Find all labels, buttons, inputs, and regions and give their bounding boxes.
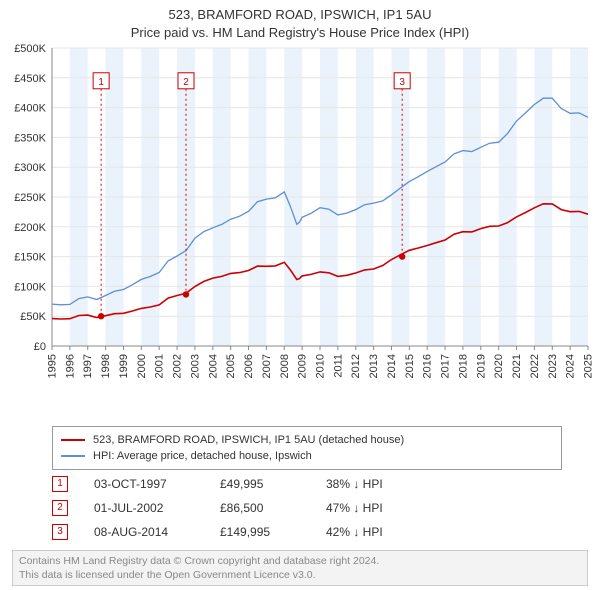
svg-text:2006: 2006 bbox=[243, 354, 255, 378]
marker-date: 03-OCT-1997 bbox=[94, 477, 194, 491]
svg-text:2020: 2020 bbox=[493, 354, 505, 378]
svg-text:2013: 2013 bbox=[368, 354, 380, 378]
svg-text:2001: 2001 bbox=[154, 354, 166, 378]
title-line-2: Price paid vs. HM Land Registry's House … bbox=[0, 24, 600, 42]
svg-text:2000: 2000 bbox=[136, 354, 148, 378]
marker-row: 3 08-AUG-2014 £149,995 42% ↓ HPI bbox=[52, 520, 562, 544]
chart-svg: £0 £50K £100K £150K £200K £250K £300K £350K £400… bbox=[0, 44, 600, 422]
marker-table: 1 03-OCT-1997 £49,995 38% ↓ HPI 2 01-JUL-2002… bbox=[52, 472, 562, 544]
svg-text:2007: 2007 bbox=[261, 354, 273, 378]
footer-line-2: This data is licensed under the Open Gov… bbox=[19, 568, 581, 582]
svg-text:£450K: £450K bbox=[14, 73, 46, 85]
chart-container: 523, BRAMFORD ROAD, IPSWICH, IP1 5AU Pri… bbox=[0, 0, 600, 590]
chart: £0 £50K £100K £150K £200K £250K £300K £350K £400… bbox=[0, 44, 600, 422]
legend-swatch bbox=[61, 455, 85, 457]
legend-label: HPI: Average price, detached house, Ipsw… bbox=[93, 448, 312, 464]
marker-date: 01-JUL-2002 bbox=[94, 501, 194, 515]
svg-text:£350K: £350K bbox=[14, 132, 46, 144]
title-line-1: 523, BRAMFORD ROAD, IPSWICH, IP1 5AU bbox=[0, 6, 600, 24]
title-block: 523, BRAMFORD ROAD, IPSWICH, IP1 5AU Pri… bbox=[0, 0, 600, 42]
svg-text:1998: 1998 bbox=[100, 354, 112, 378]
svg-text:2024: 2024 bbox=[565, 354, 577, 378]
svg-text:2005: 2005 bbox=[225, 354, 237, 378]
svg-text:2010: 2010 bbox=[315, 354, 327, 378]
marker-row: 1 03-OCT-1997 £49,995 38% ↓ HPI bbox=[52, 472, 562, 496]
marker-price: £86,500 bbox=[220, 501, 300, 515]
svg-text:£400K: £400K bbox=[14, 103, 46, 115]
svg-text:2023: 2023 bbox=[547, 354, 559, 378]
marker-number-box: 2 bbox=[52, 500, 68, 516]
svg-text:£500K: £500K bbox=[14, 44, 46, 55]
svg-text:1: 1 bbox=[98, 77, 104, 88]
svg-text:2017: 2017 bbox=[440, 354, 452, 378]
marker-row: 2 01-JUL-2002 £86,500 47% ↓ HPI bbox=[52, 496, 562, 520]
svg-text:2014: 2014 bbox=[386, 354, 398, 378]
svg-text:2012: 2012 bbox=[350, 354, 362, 378]
legend: 523, BRAMFORD ROAD, IPSWICH, IP1 5AU (de… bbox=[52, 426, 562, 470]
legend-item: HPI: Average price, detached house, Ipsw… bbox=[61, 448, 553, 464]
marker-price: £49,995 bbox=[220, 477, 300, 491]
marker-price: £149,995 bbox=[220, 525, 300, 539]
svg-text:£100K: £100K bbox=[14, 281, 46, 293]
svg-text:1995: 1995 bbox=[47, 354, 59, 378]
svg-text:2015: 2015 bbox=[404, 354, 416, 378]
svg-text:2019: 2019 bbox=[475, 354, 487, 378]
marker-diff: 47% ↓ HPI bbox=[326, 501, 446, 515]
svg-text:£50K: £50K bbox=[20, 311, 46, 323]
svg-text:2018: 2018 bbox=[457, 354, 469, 378]
footer: Contains HM Land Registry data © Crown c… bbox=[12, 550, 588, 586]
legend-label: 523, BRAMFORD ROAD, IPSWICH, IP1 5AU (de… bbox=[93, 432, 404, 448]
marker-date: 08-AUG-2014 bbox=[94, 525, 194, 539]
svg-text:1996: 1996 bbox=[64, 354, 76, 378]
svg-text:2003: 2003 bbox=[189, 354, 201, 378]
marker-diff: 42% ↓ HPI bbox=[326, 525, 446, 539]
svg-text:£250K: £250K bbox=[14, 192, 46, 204]
marker-number-box: 3 bbox=[52, 524, 68, 540]
svg-text:3: 3 bbox=[399, 77, 405, 88]
svg-text:1997: 1997 bbox=[82, 354, 94, 378]
svg-text:2022: 2022 bbox=[529, 354, 541, 378]
svg-text:1999: 1999 bbox=[118, 354, 130, 378]
svg-text:2021: 2021 bbox=[511, 354, 523, 378]
svg-text:2002: 2002 bbox=[172, 354, 184, 378]
svg-text:2004: 2004 bbox=[207, 354, 219, 378]
marker-diff: 38% ↓ HPI bbox=[326, 477, 446, 491]
svg-text:2011: 2011 bbox=[332, 354, 344, 378]
footer-line-1: Contains HM Land Registry data © Crown c… bbox=[19, 554, 581, 568]
legend-swatch bbox=[61, 439, 85, 441]
svg-text:2025: 2025 bbox=[583, 354, 595, 378]
legend-item: 523, BRAMFORD ROAD, IPSWICH, IP1 5AU (de… bbox=[61, 432, 553, 448]
svg-text:£0: £0 bbox=[34, 341, 46, 353]
svg-text:2016: 2016 bbox=[422, 354, 434, 378]
svg-text:2: 2 bbox=[183, 77, 189, 88]
svg-text:2009: 2009 bbox=[297, 354, 309, 378]
svg-text:£300K: £300K bbox=[14, 162, 46, 174]
svg-text:2008: 2008 bbox=[279, 354, 291, 378]
svg-text:£200K: £200K bbox=[14, 222, 46, 234]
marker-number-box: 1 bbox=[52, 476, 68, 492]
svg-text:£150K: £150K bbox=[14, 252, 46, 264]
